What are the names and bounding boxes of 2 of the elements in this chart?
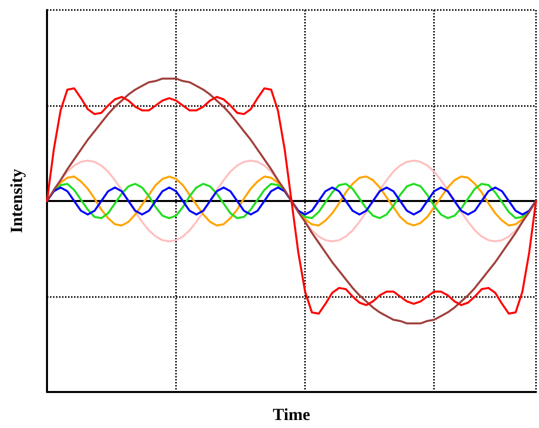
x-axis-title: Time xyxy=(272,405,311,424)
y-axis-title: Intensity xyxy=(7,168,26,234)
